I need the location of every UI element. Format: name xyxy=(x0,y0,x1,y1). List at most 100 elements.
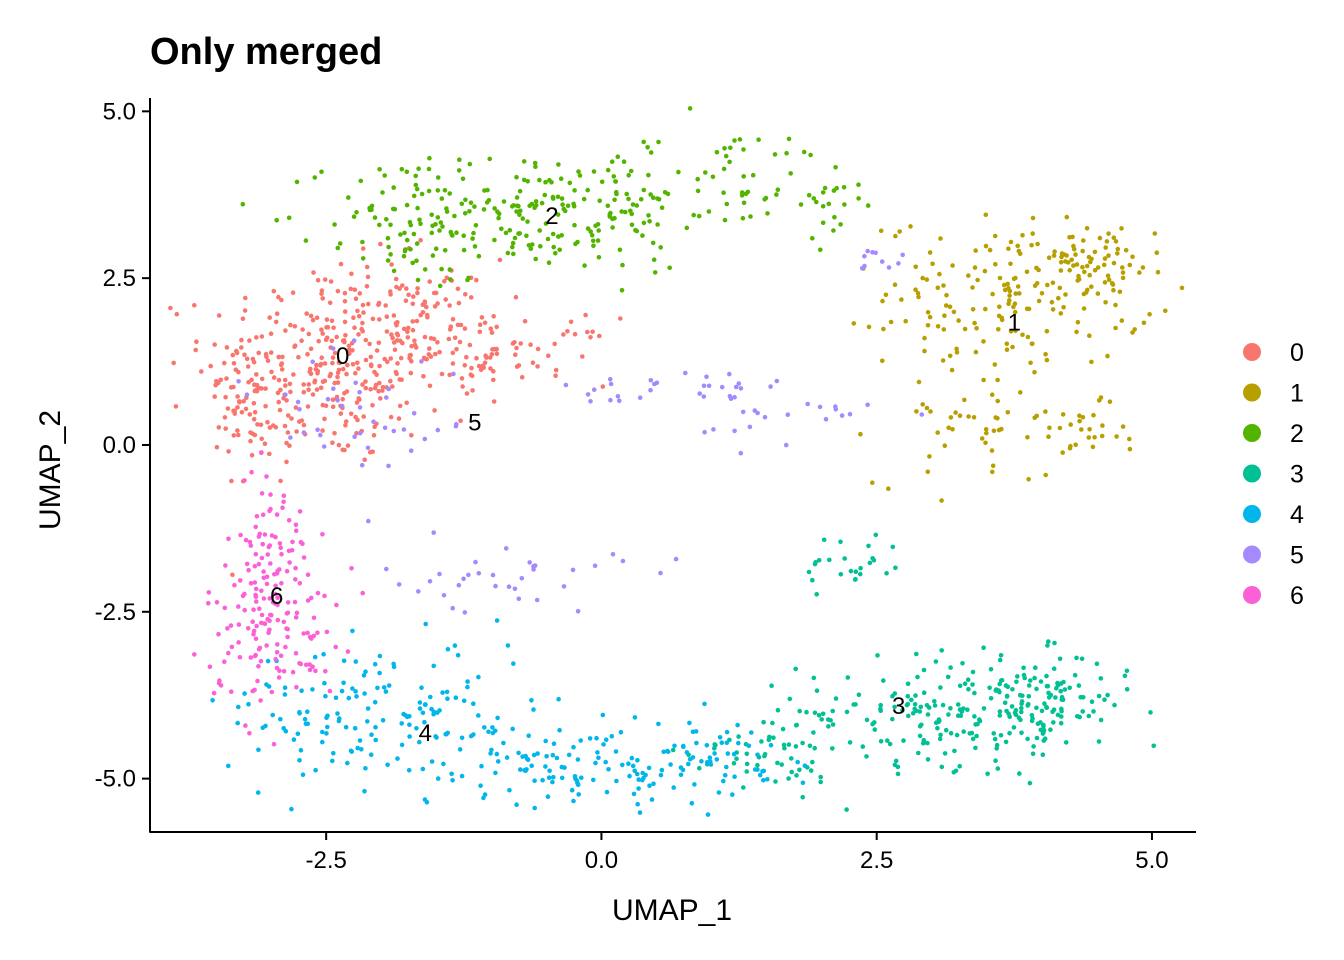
point-cluster-3 xyxy=(828,718,833,723)
point-cluster-2 xyxy=(417,217,422,223)
legend-label-0: 0 xyxy=(1290,339,1304,367)
point-cluster-3 xyxy=(884,571,889,576)
point-cluster-4 xyxy=(242,691,247,696)
point-cluster-1 xyxy=(984,430,989,436)
point-cluster-1 xyxy=(962,397,967,403)
point-cluster-2 xyxy=(467,161,473,167)
point-cluster-0 xyxy=(356,313,362,319)
point-cluster-1 xyxy=(1073,252,1078,257)
point-cluster-0 xyxy=(477,329,483,335)
point-cluster-1 xyxy=(897,229,902,234)
point-cluster-3 xyxy=(994,746,999,751)
point-cluster-5 xyxy=(371,419,376,425)
point-cluster-3 xyxy=(985,771,990,777)
point-cluster-4 xyxy=(337,716,342,721)
point-cluster-2 xyxy=(822,185,828,191)
point-cluster-0 xyxy=(446,336,452,342)
point-cluster-6 xyxy=(226,536,231,542)
point-cluster-6 xyxy=(293,565,298,571)
point-cluster-5 xyxy=(608,397,613,403)
point-cluster-1 xyxy=(920,275,925,281)
point-cluster-3 xyxy=(1002,700,1008,706)
point-cluster-4 xyxy=(671,785,676,790)
point-cluster-0 xyxy=(194,339,199,345)
point-cluster-1 xyxy=(1075,319,1081,325)
point-cluster-1 xyxy=(953,410,958,415)
point-cluster-0 xyxy=(329,338,335,344)
point-cluster-5 xyxy=(288,435,293,440)
point-cluster-2 xyxy=(550,231,556,237)
point-cluster-1 xyxy=(1030,341,1035,347)
point-cluster-3 xyxy=(921,737,927,743)
point-cluster-0 xyxy=(435,301,440,306)
point-cluster-3 xyxy=(970,682,975,687)
point-cluster-2 xyxy=(741,200,747,206)
point-cluster-1 xyxy=(947,353,953,359)
point-cluster-3 xyxy=(1007,730,1012,736)
point-cluster-4 xyxy=(672,743,677,749)
point-cluster-2 xyxy=(525,219,530,224)
point-cluster-4 xyxy=(407,734,412,739)
point-cluster-5 xyxy=(762,414,768,420)
point-cluster-6 xyxy=(257,606,262,611)
point-cluster-2 xyxy=(440,224,445,229)
point-cluster-1 xyxy=(1113,302,1118,308)
point-cluster-6 xyxy=(246,567,251,573)
point-cluster-3 xyxy=(1063,740,1069,745)
point-cluster-4 xyxy=(465,679,470,684)
y-tick-label: 2.5 xyxy=(103,265,136,292)
point-cluster-2 xyxy=(332,222,337,227)
point-cluster-4 xyxy=(399,721,405,726)
point-cluster-0 xyxy=(388,378,393,384)
point-cluster-3 xyxy=(878,708,883,713)
point-cluster-2 xyxy=(641,220,647,226)
point-cluster-1 xyxy=(937,271,942,277)
point-cluster-4 xyxy=(575,782,581,788)
point-cluster-6 xyxy=(206,590,212,595)
point-cluster-0 xyxy=(362,457,368,463)
point-cluster-0 xyxy=(273,319,279,325)
point-cluster-6 xyxy=(311,633,317,639)
point-cluster-6 xyxy=(211,690,217,696)
point-cluster-3 xyxy=(1026,683,1032,688)
point-cluster-0 xyxy=(322,416,327,422)
point-cluster-0 xyxy=(360,382,365,387)
point-cluster-0 xyxy=(391,313,397,318)
point-cluster-6 xyxy=(276,675,282,680)
point-cluster-2 xyxy=(461,233,467,238)
legend-swatch-4 xyxy=(1243,505,1261,523)
point-cluster-3 xyxy=(977,717,982,722)
point-cluster-6 xyxy=(293,522,299,528)
point-cluster-1 xyxy=(878,228,884,234)
point-cluster-4 xyxy=(434,735,439,740)
point-cluster-0 xyxy=(420,310,426,315)
point-cluster-4 xyxy=(493,770,498,776)
point-cluster-0 xyxy=(360,329,366,334)
point-cluster-2 xyxy=(286,215,292,221)
point-cluster-4 xyxy=(736,740,741,746)
point-cluster-3 xyxy=(830,722,836,727)
point-cluster-3 xyxy=(872,727,878,732)
point-cluster-3 xyxy=(813,560,818,565)
point-cluster-4 xyxy=(501,740,506,746)
point-cluster-3 xyxy=(965,707,970,712)
point-cluster-1 xyxy=(1057,285,1063,291)
point-cluster-2 xyxy=(447,191,453,196)
point-cluster-6 xyxy=(301,555,307,560)
point-cluster-1 xyxy=(1089,284,1094,290)
point-cluster-3 xyxy=(916,750,921,756)
point-cluster-4 xyxy=(693,729,699,734)
point-cluster-4 xyxy=(343,724,349,730)
point-cluster-3 xyxy=(1094,661,1100,667)
point-cluster-5 xyxy=(454,422,459,427)
point-cluster-0 xyxy=(246,379,251,385)
point-cluster-0 xyxy=(396,416,402,421)
point-cluster-3 xyxy=(991,731,996,736)
point-cluster-1 xyxy=(1068,422,1073,427)
axes: -2.5 0.0 2.5 5.05.02.50.0-2.5-5.0 xyxy=(95,98,1196,874)
point-cluster-3 xyxy=(1098,717,1104,723)
point-cluster-0 xyxy=(276,354,282,360)
point-cluster-6 xyxy=(290,669,296,675)
point-cluster-2 xyxy=(380,190,385,195)
point-cluster-6 xyxy=(285,600,291,605)
